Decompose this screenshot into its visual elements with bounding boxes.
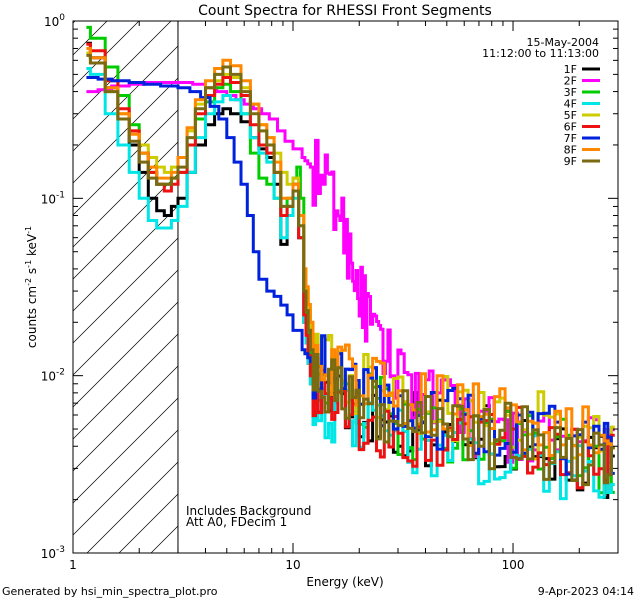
y-tick-label: 10-2 [41,368,65,384]
time-range-label: 11:12:00 to 11:13:00 [482,47,599,60]
footer-generated-by: Generated by hsi_min_spectra_plot.pro [2,585,218,598]
annotation-attenuator: Att A0, FDecim 1 [186,515,287,529]
hatch-line [73,21,172,120]
plot-axes [72,20,619,554]
hatch-line [86,461,178,553]
y-tick-label: 10-1 [41,190,65,206]
hatch-line [73,269,178,376]
plot-frame [72,20,619,554]
hatch-line [0,21,11,553]
legend-label-2f: 2F [564,75,577,88]
x-axis-label: Energy (keV) [306,575,383,589]
y-tick-label: 10-3 [41,545,65,561]
series-6f-line [86,42,615,490]
legend-label-3f: 3F [564,86,577,99]
chart-title: Count Spectra for RHESSI Front Segments [198,3,492,19]
y-tick-label: 100 [44,13,65,29]
background-shaded-region [0,21,640,553]
footer-timestamp: 9-Apr-2023 04:14 [538,585,634,598]
legend-label-7f: 7F [564,132,577,145]
legend-label-5f: 5F [564,109,577,122]
hatch-line [279,21,640,553]
hatch-line [73,109,178,216]
legend-label-9f: 9F [564,155,577,168]
x-tick-label: 10 [285,558,300,572]
series-layer [86,25,615,501]
x-axis-ticks: 1 10 100 [69,21,619,572]
x-tick-label: 1 [69,558,77,572]
hatch-line [73,365,178,472]
hatch-line [73,429,178,536]
hatch-line [73,141,178,248]
legend-label-8f: 8F [564,144,577,157]
series-9f-line [86,53,615,487]
series-8f-line [86,47,615,457]
legend-label-1f: 1F [564,63,577,76]
x-tick-label: 100 [502,558,525,572]
hatch-line [73,173,178,280]
date-label: 15-May-2004 [527,36,599,49]
hatch-line [73,237,178,344]
y-axis-ticks: 100 10-1 10-2 10-3 [41,13,618,561]
hatch-line [73,205,178,312]
hatch-line [73,397,178,504]
y-axis-label: counts cm-2 s-1 keV-1 [24,226,39,348]
legend-label-4f: 4F [564,98,577,111]
hatch-line [73,45,178,152]
hatch-line [73,77,178,184]
annotation-background: Includes Background [186,504,311,518]
legend-label-6f: 6F [564,121,577,134]
